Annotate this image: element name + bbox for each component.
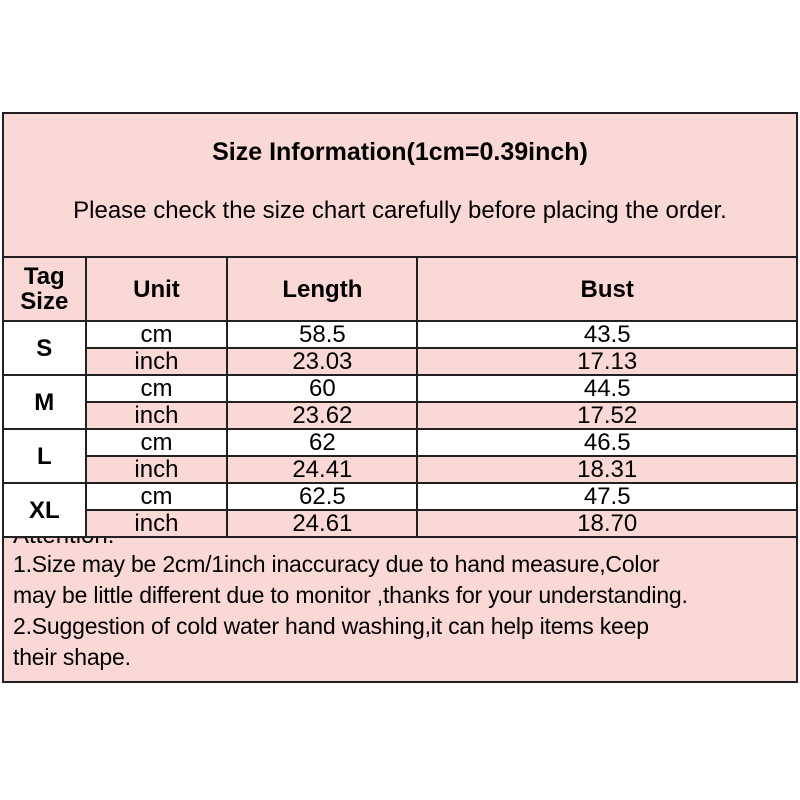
size-table-header-row: Tag Size Unit Length Bust <box>4 256 796 322</box>
tag-size-column-header: Tag Size <box>4 256 87 322</box>
size-label-m: M <box>4 374 87 430</box>
unit-cell: inch <box>84 509 229 538</box>
unit-column-header: Unit <box>84 256 229 322</box>
length-cell: 23.62 <box>226 401 419 430</box>
bust-cell: 43.5 <box>416 320 796 349</box>
row-m-cm: M cm 60 44.5 <box>4 374 796 430</box>
bust-cell: 18.70 <box>416 509 796 538</box>
length-column-header: Length <box>226 256 419 322</box>
bust-cell: 17.52 <box>416 401 796 430</box>
length-cell: 62.5 <box>226 482 419 511</box>
attention-section: Attention: 1.Size may be 2cm/1inch inacc… <box>4 538 796 673</box>
unit-cell: cm <box>84 374 229 403</box>
length-cell: 23.03 <box>226 347 419 376</box>
row-l-inch: inch 24.41 18.31 <box>4 455 796 484</box>
size-label-xl: XL <box>4 482 87 538</box>
size-info-title: Size Information(1cm=0.39inch) <box>212 138 588 166</box>
size-label-l: L <box>4 428 87 484</box>
size-info-subtitle: Please check the size chart carefully be… <box>73 197 727 224</box>
size-info-panel: Size Information(1cm=0.39inch) Please ch… <box>2 112 798 683</box>
bust-column-header: Bust <box>416 256 796 322</box>
size-label-s: S <box>4 320 87 376</box>
unit-cell: inch <box>84 347 229 376</box>
bust-cell: 47.5 <box>416 482 796 511</box>
attention-line: their shape. <box>13 644 131 670</box>
length-cell: 24.61 <box>226 509 419 538</box>
unit-cell: cm <box>84 320 229 349</box>
length-cell: 58.5 <box>226 320 419 349</box>
row-l-cm: L cm 62 46.5 <box>4 428 796 484</box>
length-cell: 60 <box>226 374 419 403</box>
bust-cell: 46.5 <box>416 428 796 457</box>
row-xl-inch: inch 24.61 18.70 <box>4 509 796 538</box>
length-cell: 24.41 <box>226 455 419 484</box>
bust-cell: 44.5 <box>416 374 796 403</box>
row-m-inch: inch 23.62 17.52 <box>4 401 796 430</box>
attention-line: 1.Size may be 2cm/1inch inaccuracy due t… <box>13 551 660 577</box>
row-s-inch: inch 23.03 17.13 <box>4 347 796 376</box>
unit-cell: cm <box>84 428 229 457</box>
attention-line: 2.Suggestion of cold water hand washing,… <box>13 613 649 639</box>
size-table: Tag Size Unit Length Bust S cm 58.5 43.5… <box>4 256 796 538</box>
bust-cell: 18.31 <box>416 455 796 484</box>
row-xl-cm: XL cm 62.5 47.5 <box>4 482 796 538</box>
unit-cell: cm <box>84 482 229 511</box>
length-cell: 62 <box>226 428 419 457</box>
unit-cell: inch <box>84 455 229 484</box>
attention-label-clipped: Attention: <box>13 538 794 549</box>
unit-cell: inch <box>84 401 229 430</box>
attention-label: Attention: <box>13 538 794 549</box>
row-s-cm: S cm 58.5 43.5 <box>4 320 796 376</box>
attention-line: may be little different due to monitor ,… <box>13 582 688 608</box>
bust-cell: 17.13 <box>416 347 796 376</box>
